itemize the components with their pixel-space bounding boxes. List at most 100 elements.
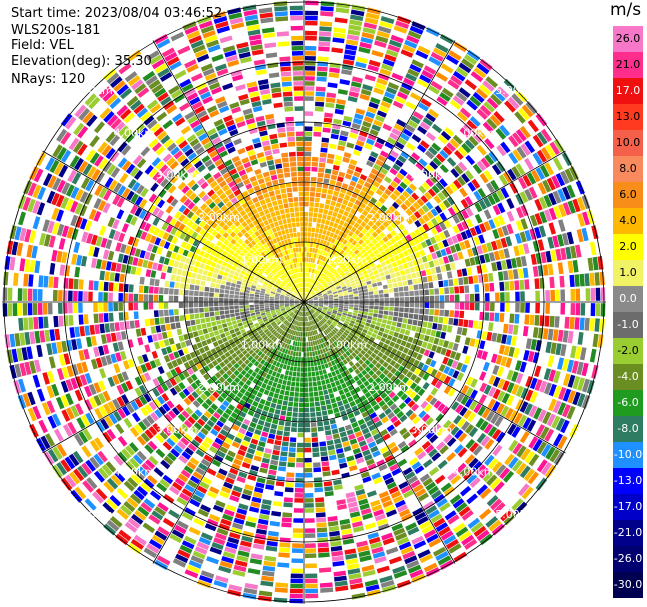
- velocity-gate: [337, 176, 344, 183]
- velocity-gate: [289, 304, 295, 306]
- velocity-gate: [311, 346, 315, 352]
- velocity-gate: [317, 308, 322, 311]
- velocity-gate: [307, 237, 311, 242]
- velocity-gate: [281, 229, 286, 235]
- velocity-gate: [319, 285, 323, 290]
- velocity-gate: [324, 335, 329, 341]
- velocity-gate: [315, 317, 320, 322]
- velocity-gate: [299, 397, 304, 403]
- velocity-gate: [163, 309, 169, 317]
- velocity-gate: [212, 256, 219, 263]
- velocity-gate: [371, 366, 379, 373]
- velocity-gate: [366, 330, 373, 336]
- velocity-gate: [333, 479, 342, 486]
- velocity-gate: [282, 86, 293, 92]
- velocity-gate: [459, 187, 468, 198]
- velocity-gate: [248, 322, 254, 327]
- velocity-gate: [323, 306, 328, 309]
- velocity-gate: [323, 304, 329, 306]
- velocity-gate: [343, 322, 349, 327]
- velocity-gate: [386, 379, 393, 387]
- velocity-gate: [333, 341, 339, 347]
- velocity-gate: [304, 397, 309, 403]
- velocity-gate: [266, 202, 273, 208]
- velocity-gate: [336, 286, 341, 290]
- velocity-gate: [274, 300, 279, 302]
- velocity-gate: [142, 259, 149, 268]
- velocity-gate: [170, 274, 176, 281]
- velocity-gate: [247, 319, 253, 324]
- velocity-gate: [286, 283, 291, 288]
- velocity-gate: [288, 289, 293, 293]
- velocity-gate: [260, 365, 266, 372]
- velocity-gate: [377, 246, 384, 253]
- velocity-gate: [340, 316, 346, 320]
- velocity-gate: [324, 323, 329, 328]
- velocity-gate: [485, 293, 490, 302]
- velocity-gate: [196, 255, 203, 262]
- velocity-gate: [241, 376, 248, 383]
- velocity-gate: [354, 266, 360, 272]
- velocity-gate: [343, 259, 349, 265]
- velocity-gate: [340, 371, 347, 378]
- velocity-gate: [249, 324, 255, 329]
- velocity-gate: [311, 371, 316, 377]
- velocity-gate: [285, 295, 290, 298]
- velocity-gate: [272, 277, 277, 282]
- velocity-gate: [490, 302, 495, 312]
- velocity-gate: [453, 318, 459, 326]
- velocity-gate: [321, 281, 326, 286]
- velocity-gate: [216, 320, 222, 325]
- velocity-gate: [264, 279, 269, 284]
- velocity-gate: [277, 425, 284, 431]
- velocity-gate: [337, 322, 343, 327]
- velocity-gate: [409, 266, 416, 273]
- velocity-gate: [315, 323, 319, 329]
- velocity-gate: [306, 311, 309, 316]
- velocity-gate: [346, 272, 352, 277]
- velocity-gate: [294, 302, 299, 304]
- velocity-gate: [294, 356, 298, 362]
- velocity-gate: [339, 243, 345, 249]
- velocity-gate: [289, 233, 294, 238]
- velocity-gate: [241, 202, 249, 209]
- velocity-gate: [224, 257, 230, 263]
- velocity-gate: [290, 350, 294, 356]
- velocity-gate: [387, 283, 393, 289]
- velocity-gate: [310, 284, 313, 289]
- velocity-gate: [381, 213, 389, 220]
- velocity-gate: [284, 299, 290, 301]
- velocity-gate: [279, 335, 284, 341]
- velocity-gate: [296, 321, 299, 326]
- velocity-gate: [260, 290, 266, 294]
- velocity-gate: [281, 76, 292, 82]
- velocity-gate: [298, 407, 304, 413]
- velocity-gate: [297, 362, 301, 367]
- velocity-gate: [307, 295, 311, 299]
- velocity-gate: [184, 308, 189, 315]
- velocity-gate: [309, 247, 313, 253]
- velocity-gate: [213, 268, 220, 274]
- velocity-gate: [283, 497, 293, 503]
- velocity-gate: [286, 328, 291, 333]
- velocity-gate: [322, 240, 327, 246]
- velocity-gate: [366, 248, 373, 255]
- velocity-gate: [308, 283, 310, 288]
- velocity-gate: [293, 325, 297, 331]
- velocity-gate: [312, 279, 316, 284]
- velocity-gate: [247, 280, 253, 285]
- velocity-gate: [317, 213, 323, 219]
- velocity-gate: [260, 359, 266, 365]
- velocity-gate: [214, 372, 222, 379]
- velocity-gate: [214, 297, 219, 302]
- velocity-gate: [304, 503, 314, 508]
- velocity-gate: [279, 329, 284, 334]
- velocity-gate: [389, 297, 394, 302]
- velocity-gate: [150, 326, 157, 334]
- velocity-gate: [313, 335, 317, 341]
- velocity-gate: [326, 215, 332, 221]
- velocity-gate: [468, 276, 474, 284]
- velocity-gate: [284, 332, 288, 338]
- velocity-gate: [298, 196, 304, 202]
- velocity-gate: [378, 257, 384, 263]
